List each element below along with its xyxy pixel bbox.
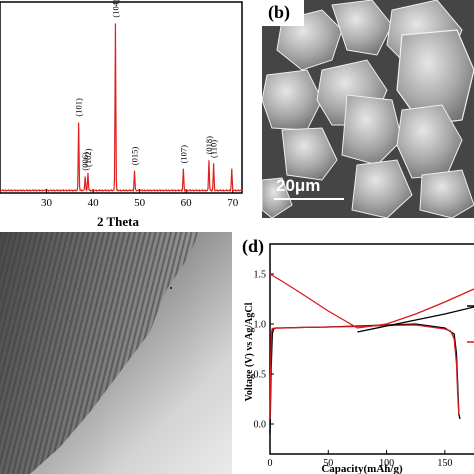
voltage-ticks: 0 50 100 150 0.0 0.5 1.0 1.5 xyxy=(254,270,453,470)
voltage-capacity-chart-svg: (d) 0 50 100 150 0.0 0.5 1.0 1.5 Capacity(mAh/g… xyxy=(242,236,474,474)
xrd-trace xyxy=(0,23,243,193)
xrd-x-tick-label: 60 xyxy=(181,197,193,209)
xrd-x-tick-label: 30 xyxy=(41,197,53,209)
voltage-curves xyxy=(269,273,474,435)
xrd-peak-labels: (101) (006)(102) (104) (015) (107) (018)(110) xyxy=(74,0,219,171)
xrd-peak-label: (107) xyxy=(178,145,188,164)
panel-b-letter: (b) xyxy=(262,0,304,26)
xrd-peak-label: (101) xyxy=(74,98,84,117)
xrd-x-ticks: 30 40 50 60 70 xyxy=(41,189,239,209)
xrd-plot-frame xyxy=(0,1,243,194)
voltage-x-tick-label: 50 xyxy=(323,458,333,469)
scale-bar xyxy=(274,198,344,200)
xrd-x-axis-label: 2 Theta xyxy=(97,214,140,229)
xrd-peak-label: (104) xyxy=(110,0,120,18)
xrd-peak-label: (006) xyxy=(80,152,90,171)
voltage-plot-frame xyxy=(269,243,474,455)
panel-d-letter: (d) xyxy=(242,236,264,257)
voltage-y-tick-label: 0.5 xyxy=(254,370,267,381)
sem-particles-image xyxy=(262,0,474,218)
voltage-x-tick-label: 150 xyxy=(437,458,452,469)
voltage-y-tick-label: 1.0 xyxy=(254,320,267,331)
xrd-x-tick-label: 50 xyxy=(134,197,146,209)
xrd-pattern-line xyxy=(0,23,243,193)
voltage-curve-2 xyxy=(357,306,474,333)
xrd-axes xyxy=(0,1,243,194)
panel-b-sem-image: (b) 20μm xyxy=(262,0,474,218)
voltage-curve-3 xyxy=(269,273,474,329)
voltage-y-tick-label: 1.5 xyxy=(254,270,267,281)
legend-marks xyxy=(467,305,474,343)
voltage-curve-0 xyxy=(269,323,461,435)
xrd-peak-label: (102) xyxy=(83,148,93,167)
xrd-peak-label: (110) xyxy=(209,140,219,158)
voltage-curve-1 xyxy=(269,324,460,420)
xrd-peak-label: (015) xyxy=(129,147,139,166)
xrd-x-tick-label: 70 xyxy=(227,197,239,209)
panel-a-xrd-chart: 30 40 50 60 70 (101) (006) (102) (104) (015) (107… xyxy=(0,0,245,230)
xrd-chart-svg: 30 40 50 60 70 (101) (006)(102) (104) (015) (107… xyxy=(0,0,243,229)
voltage-x-tick-label: 100 xyxy=(379,458,394,469)
panel-c-tem-image xyxy=(0,232,232,474)
tem-lattice-image xyxy=(0,232,232,474)
voltage-y-tick-label: 0.0 xyxy=(254,420,267,431)
voltage-axes xyxy=(269,243,474,455)
xrd-x-tick-label: 40 xyxy=(88,197,100,209)
voltage-x-axis-label: Capacity(mAh/g) xyxy=(321,463,403,474)
panel-d-charge-discharge-chart: (d) 0 50 100 150 0.0 0.5 1.0 1.5 Capacity(mAh/g… xyxy=(232,232,474,474)
voltage-x-tick-label: 0 xyxy=(268,458,273,469)
scale-bar-label: 20μm xyxy=(276,176,321,195)
voltage-y-axis-label: Voltage (V) vs Ag/AgCl xyxy=(244,302,255,401)
xrd-peak-label: (018) xyxy=(204,136,214,155)
